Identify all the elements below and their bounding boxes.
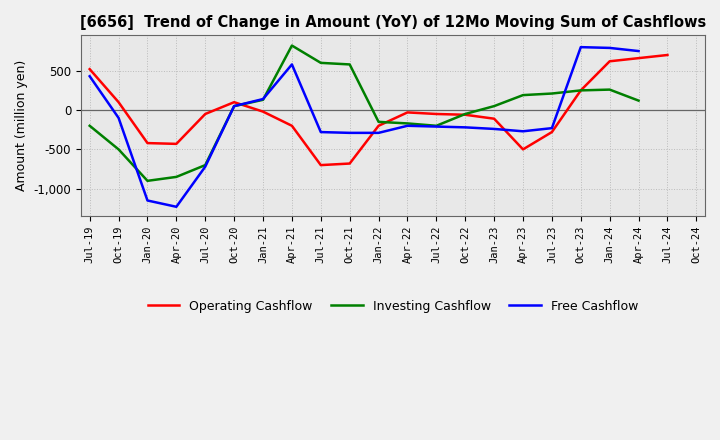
Line: Operating Cashflow: Operating Cashflow bbox=[90, 55, 667, 165]
Free Cashflow bbox=[201, 164, 210, 169]
Investing Cashflow bbox=[114, 147, 123, 152]
Operating Cashflow bbox=[374, 123, 383, 128]
Investing Cashflow bbox=[577, 88, 585, 93]
Operating Cashflow bbox=[490, 116, 498, 121]
Investing Cashflow bbox=[230, 103, 238, 109]
Investing Cashflow bbox=[346, 62, 354, 67]
Operating Cashflow bbox=[201, 111, 210, 117]
Investing Cashflow bbox=[403, 121, 412, 126]
Legend: Operating Cashflow, Investing Cashflow, Free Cashflow: Operating Cashflow, Investing Cashflow, … bbox=[143, 295, 643, 318]
Investing Cashflow bbox=[317, 60, 325, 66]
Free Cashflow bbox=[403, 123, 412, 128]
Investing Cashflow bbox=[461, 111, 469, 117]
Free Cashflow bbox=[374, 130, 383, 136]
Free Cashflow bbox=[606, 45, 614, 51]
Operating Cashflow bbox=[634, 55, 643, 61]
Investing Cashflow bbox=[548, 91, 557, 96]
Operating Cashflow bbox=[230, 99, 238, 105]
Free Cashflow bbox=[461, 125, 469, 130]
Title: [6656]  Trend of Change in Amount (YoY) of 12Mo Moving Sum of Cashflows: [6656] Trend of Change in Amount (YoY) o… bbox=[80, 15, 706, 30]
Operating Cashflow bbox=[461, 112, 469, 117]
Operating Cashflow bbox=[143, 140, 152, 146]
Operating Cashflow bbox=[606, 59, 614, 64]
Y-axis label: Amount (million yen): Amount (million yen) bbox=[15, 60, 28, 191]
Free Cashflow bbox=[432, 124, 441, 129]
Operating Cashflow bbox=[172, 141, 181, 147]
Operating Cashflow bbox=[346, 161, 354, 166]
Operating Cashflow bbox=[114, 99, 123, 105]
Free Cashflow bbox=[143, 198, 152, 203]
Operating Cashflow bbox=[258, 109, 267, 114]
Free Cashflow bbox=[577, 44, 585, 50]
Free Cashflow bbox=[287, 62, 296, 67]
Investing Cashflow bbox=[432, 123, 441, 128]
Investing Cashflow bbox=[258, 97, 267, 103]
Operating Cashflow bbox=[432, 111, 441, 117]
Free Cashflow bbox=[86, 73, 94, 79]
Operating Cashflow bbox=[577, 88, 585, 93]
Free Cashflow bbox=[518, 128, 527, 134]
Operating Cashflow bbox=[403, 110, 412, 115]
Operating Cashflow bbox=[548, 129, 557, 135]
Free Cashflow bbox=[490, 126, 498, 132]
Operating Cashflow bbox=[86, 66, 94, 72]
Investing Cashflow bbox=[201, 162, 210, 168]
Free Cashflow bbox=[548, 125, 557, 131]
Operating Cashflow bbox=[317, 162, 325, 168]
Operating Cashflow bbox=[287, 123, 296, 128]
Free Cashflow bbox=[114, 115, 123, 121]
Investing Cashflow bbox=[172, 174, 181, 180]
Investing Cashflow bbox=[634, 98, 643, 103]
Investing Cashflow bbox=[287, 43, 296, 48]
Investing Cashflow bbox=[374, 119, 383, 125]
Investing Cashflow bbox=[518, 92, 527, 98]
Line: Investing Cashflow: Investing Cashflow bbox=[90, 46, 639, 181]
Operating Cashflow bbox=[518, 147, 527, 152]
Investing Cashflow bbox=[86, 123, 94, 128]
Investing Cashflow bbox=[490, 103, 498, 109]
Investing Cashflow bbox=[143, 178, 152, 183]
Free Cashflow bbox=[258, 96, 267, 102]
Free Cashflow bbox=[230, 103, 238, 109]
Free Cashflow bbox=[317, 129, 325, 135]
Line: Free Cashflow: Free Cashflow bbox=[90, 47, 639, 207]
Free Cashflow bbox=[172, 204, 181, 209]
Operating Cashflow bbox=[663, 52, 672, 58]
Investing Cashflow bbox=[606, 87, 614, 92]
Free Cashflow bbox=[346, 130, 354, 136]
Free Cashflow bbox=[634, 48, 643, 54]
